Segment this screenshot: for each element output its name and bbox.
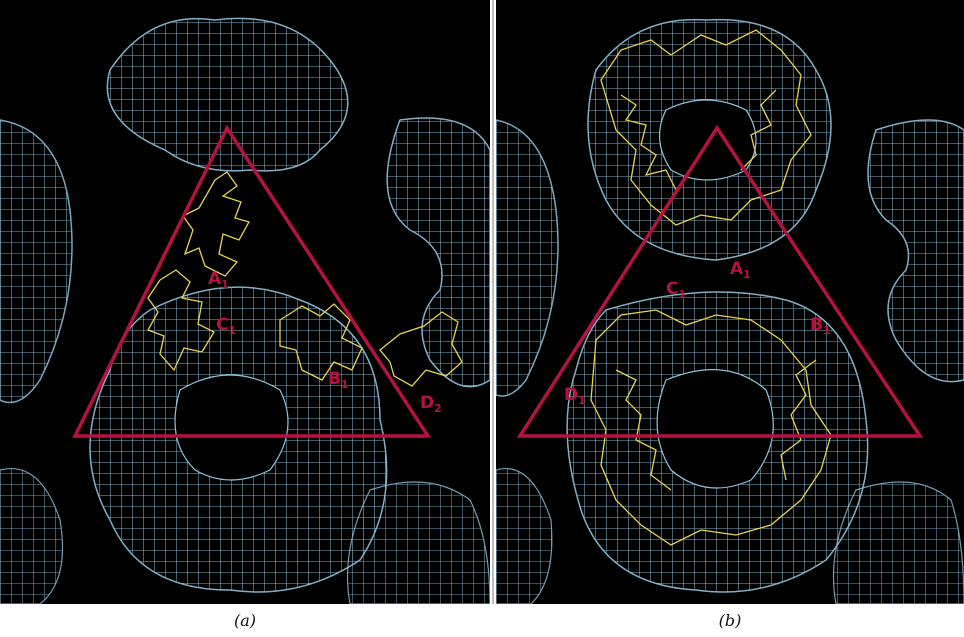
panel-b-figure: A1 C1 B1 D1 — [496, 18, 964, 604]
electron-density-mesh — [0, 17, 490, 604]
svg-text:B1: B1 — [810, 315, 831, 337]
chain-label-d1: D — [564, 385, 578, 405]
svg-text:A1: A1 — [208, 269, 229, 291]
backbone-trace — [590, 29, 832, 546]
chain-label-c1: C — [216, 315, 228, 335]
backbone-trace — [147, 171, 463, 387]
svg-text:C1: C1 — [216, 315, 236, 337]
symmetry-triangle — [72, 124, 432, 438]
electron-density-mesh — [496, 18, 964, 604]
panel-b-caption: (b) — [718, 611, 742, 630]
chain-label-a1: A — [208, 269, 222, 289]
chain-label-b1: B — [328, 369, 341, 389]
panel-a-caption: (a) — [233, 611, 257, 630]
chain-label-b1: B — [810, 315, 823, 335]
chain-label-d2: D — [420, 393, 434, 413]
svg-text:A1: A1 — [730, 259, 751, 281]
panel-a-figure: A1 C1 B1 D2 — [0, 17, 490, 604]
panel-divider — [490, 0, 496, 604]
panel-a-image: A1 C1 B1 D2 — [0, 0, 490, 604]
svg-text:B1: B1 — [328, 369, 349, 391]
panel-b-image: A1 C1 B1 D1 — [496, 0, 964, 604]
chain-label-c1: C — [666, 279, 678, 299]
chain-labels: A1 C1 B1 D2 — [208, 269, 442, 415]
chain-labels: A1 C1 B1 D1 — [564, 259, 831, 407]
svg-text:D1: D1 — [564, 385, 586, 407]
svg-text:C1: C1 — [666, 279, 686, 301]
svg-text:D2: D2 — [420, 393, 442, 415]
chain-label-a1: A — [730, 259, 744, 279]
symmetry-triangle — [516, 124, 924, 438]
